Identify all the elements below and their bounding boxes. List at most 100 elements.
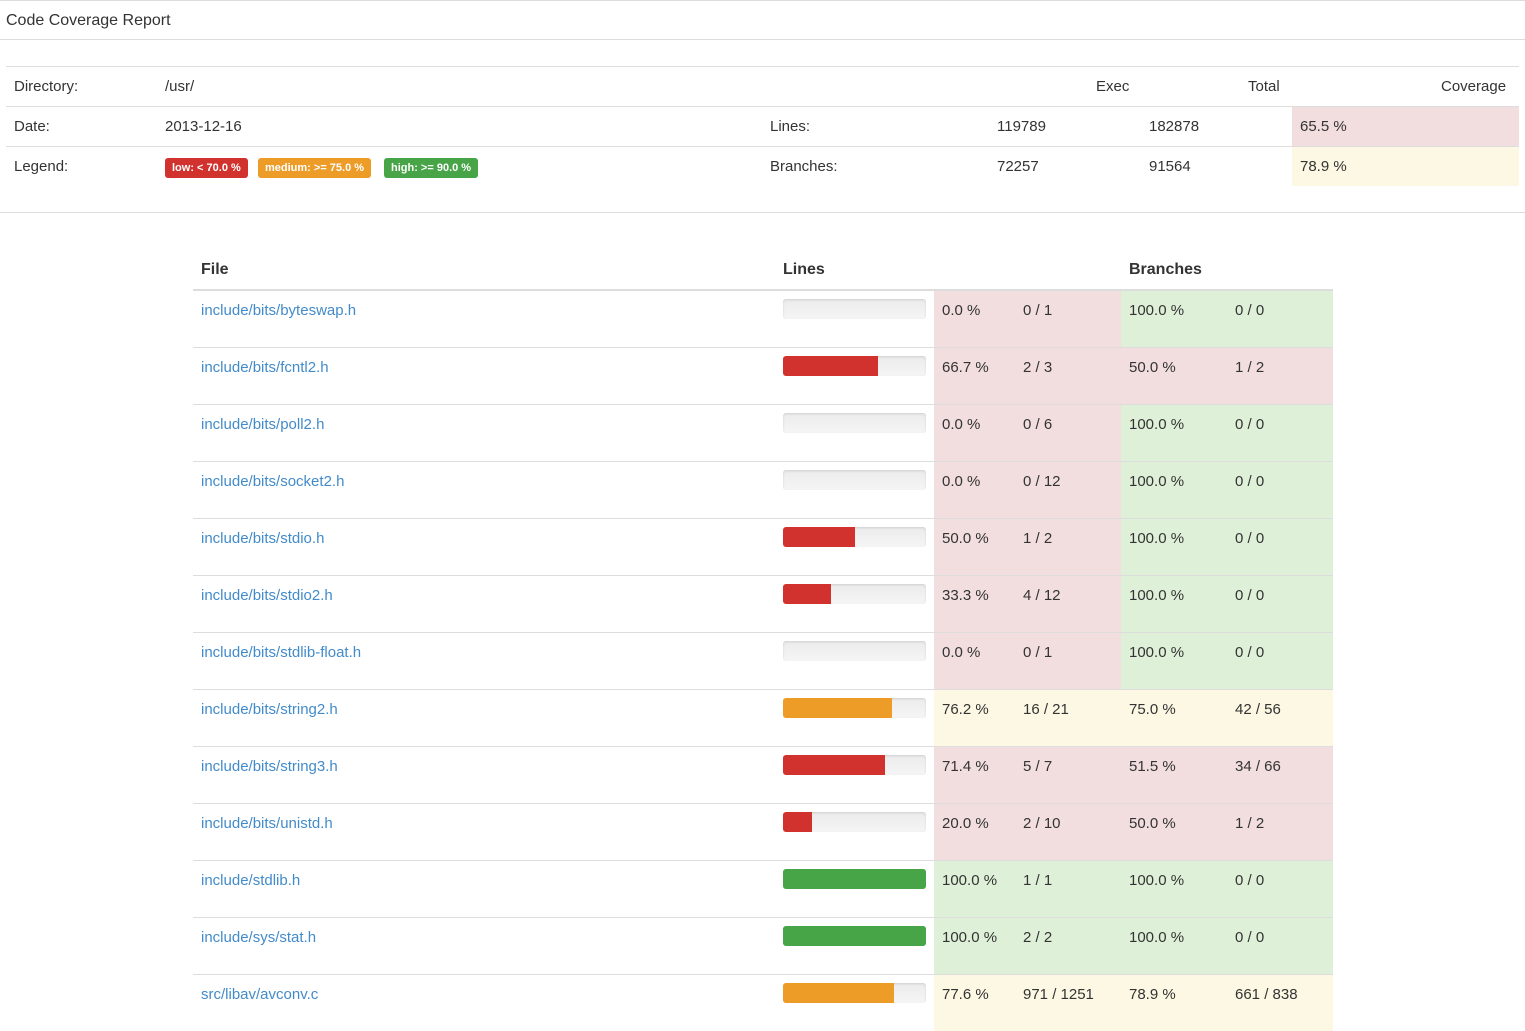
line-coverage-ratio: 16 / 21 <box>1015 690 1121 718</box>
file-link[interactable]: include/bits/byteswap.h <box>193 291 775 319</box>
line-coverage-percent-cell: 100.0 % <box>934 861 1015 918</box>
line-coverage-ratio-cell: 2 / 10 <box>1015 804 1121 861</box>
line-coverage-bar-fill <box>783 698 892 718</box>
file-link[interactable]: include/bits/string3.h <box>193 747 775 775</box>
branch-coverage-ratio: 0 / 0 <box>1227 918 1333 946</box>
legend-label: Legend: <box>14 158 68 175</box>
date-value: 2013-12-16 <box>165 118 242 135</box>
line-coverage-bar-cell <box>775 348 934 405</box>
line-coverage-ratio-cell: 16 / 21 <box>1015 690 1121 747</box>
line-coverage-percent-cell: 76.2 % <box>934 690 1015 747</box>
legend-high-badge: high: >= 90.0 % <box>384 158 478 178</box>
summary-row-legend: Legend: low: < 70.0 % medium: >= 75.0 % … <box>6 146 1519 186</box>
table-header-row: File Lines Branches <box>193 250 1333 290</box>
line-coverage-percent: 76.2 % <box>934 690 1015 718</box>
directory-label: Directory: <box>14 78 78 95</box>
lines-label: Lines: <box>770 118 810 135</box>
file-link[interactable]: include/bits/stdio2.h <box>193 576 775 604</box>
branch-coverage-ratio: 661 / 838 <box>1227 975 1333 1003</box>
branch-coverage-ratio: 34 / 66 <box>1227 747 1333 775</box>
line-coverage-bar <box>783 812 926 832</box>
line-coverage-ratio: 1 / 2 <box>1015 519 1121 547</box>
branch-coverage-ratio-cell: 1 / 2 <box>1227 804 1333 861</box>
branch-coverage-percent-cell: 100.0 % <box>1121 633 1227 690</box>
branch-coverage-percent-cell: 100.0 % <box>1121 918 1227 975</box>
branch-coverage-ratio: 0 / 0 <box>1227 462 1333 490</box>
line-coverage-percent: 100.0 % <box>934 861 1015 889</box>
line-coverage-bar-cell <box>775 975 934 1031</box>
branch-coverage-ratio-cell: 0 / 0 <box>1227 290 1333 348</box>
line-coverage-ratio-cell: 0 / 1 <box>1015 290 1121 348</box>
file-cell: include/bits/fcntl2.h <box>193 348 775 405</box>
file-cell: include/bits/string3.h <box>193 747 775 804</box>
line-coverage-bar <box>783 470 926 490</box>
file-link[interactable]: src/libav/avconv.c <box>193 975 775 1003</box>
branch-coverage-percent-cell: 100.0 % <box>1121 576 1227 633</box>
file-cell: include/bits/poll2.h <box>193 405 775 462</box>
branch-coverage-ratio-cell: 0 / 0 <box>1227 462 1333 519</box>
file-cell: include/sys/stat.h <box>193 918 775 975</box>
branch-coverage-percent-cell: 100.0 % <box>1121 861 1227 918</box>
file-column-header[interactable]: File <box>193 250 775 290</box>
file-link[interactable]: include/bits/unistd.h <box>193 804 775 832</box>
file-link[interactable]: include/bits/poll2.h <box>193 405 775 433</box>
line-coverage-bar-cell <box>775 576 934 633</box>
file-link[interactable]: include/sys/stat.h <box>193 918 775 946</box>
file-link[interactable]: include/bits/stdlib-float.h <box>193 633 775 661</box>
lines-column-header[interactable]: Lines <box>775 250 1121 290</box>
line-coverage-bar-cell <box>775 747 934 804</box>
line-coverage-bar <box>783 698 926 718</box>
file-link[interactable]: include/bits/stdio.h <box>193 519 775 547</box>
line-coverage-ratio-cell: 5 / 7 <box>1015 747 1121 804</box>
top-bar: Code Coverage Report <box>0 0 1525 40</box>
line-coverage-bar <box>783 584 926 604</box>
branch-coverage-percent: 100.0 % <box>1121 291 1227 319</box>
line-coverage-bar <box>783 641 926 661</box>
file-cell: include/bits/stdio.h <box>193 519 775 576</box>
directory-value: /usr/ <box>165 78 194 95</box>
branch-coverage-ratio: 0 / 0 <box>1227 291 1333 319</box>
line-coverage-percent: 71.4 % <box>934 747 1015 775</box>
legend-medium-badge: medium: >= 75.0 % <box>258 158 371 178</box>
branch-coverage-percent: 100.0 % <box>1121 576 1227 604</box>
line-coverage-ratio-cell: 1 / 2 <box>1015 519 1121 576</box>
branches-exec: 72257 <box>997 158 1039 175</box>
line-coverage-ratio-cell: 4 / 12 <box>1015 576 1121 633</box>
branch-coverage-percent-cell: 100.0 % <box>1121 290 1227 348</box>
branch-coverage-ratio-cell: 661 / 838 <box>1227 975 1333 1031</box>
line-coverage-percent-cell: 100.0 % <box>934 918 1015 975</box>
line-coverage-percent: 0.0 % <box>934 405 1015 433</box>
file-link[interactable]: include/bits/fcntl2.h <box>193 348 775 376</box>
line-coverage-bar-cell <box>775 918 934 975</box>
branch-coverage-percent-cell: 100.0 % <box>1121 405 1227 462</box>
branch-coverage-percent: 50.0 % <box>1121 348 1227 376</box>
line-coverage-percent-cell: 0.0 % <box>934 290 1015 348</box>
file-link[interactable]: include/bits/socket2.h <box>193 462 775 490</box>
file-link[interactable]: include/bits/string2.h <box>193 690 775 718</box>
line-coverage-percent-cell: 0.0 % <box>934 462 1015 519</box>
summary-row-directory: Directory: /usr/ Exec Total Coverage <box>6 66 1519 106</box>
branch-coverage-ratio: 0 / 0 <box>1227 633 1333 661</box>
line-coverage-percent-cell: 50.0 % <box>934 519 1015 576</box>
file-cell: include/bits/unistd.h <box>193 804 775 861</box>
branches-column-header[interactable]: Branches <box>1121 250 1333 290</box>
line-coverage-ratio: 0 / 1 <box>1015 633 1121 661</box>
branch-coverage-ratio-cell: 42 / 56 <box>1227 690 1333 747</box>
branch-coverage-percent-cell: 50.0 % <box>1121 804 1227 861</box>
line-coverage-percent: 0.0 % <box>934 633 1015 661</box>
branch-coverage-ratio: 0 / 0 <box>1227 861 1333 889</box>
line-coverage-percent-cell: 66.7 % <box>934 348 1015 405</box>
line-coverage-ratio: 0 / 1 <box>1015 291 1121 319</box>
branch-coverage-percent: 75.0 % <box>1121 690 1227 718</box>
line-coverage-ratio-cell: 971 / 1251 <box>1015 975 1121 1031</box>
branch-coverage-percent: 100.0 % <box>1121 633 1227 661</box>
branch-coverage-ratio-cell: 1 / 2 <box>1227 348 1333 405</box>
file-link[interactable]: include/stdlib.h <box>193 861 775 889</box>
